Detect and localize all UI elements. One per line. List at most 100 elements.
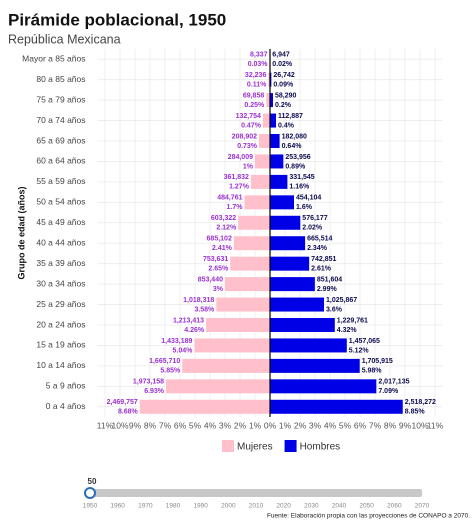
value-label: 2.61% <box>311 266 332 273</box>
bar <box>270 236 306 251</box>
y-tick-label: 20 a 24 años <box>36 319 85 329</box>
y-tick-label: 50 a 54 años <box>36 197 85 207</box>
x-tick-label: 1% <box>249 420 262 430</box>
value-label: 2.02% <box>302 225 323 232</box>
value-label: 5.12% <box>349 347 370 354</box>
population-label: 6,947 <box>272 52 290 59</box>
x-tick-label: 9% <box>129 420 142 430</box>
x-tick-label: 2% <box>234 420 247 430</box>
x-tick-label: 8% <box>384 420 397 430</box>
x-tick-label: 1% <box>279 420 292 430</box>
bar <box>166 379 270 394</box>
value-label: 0.47% <box>241 122 262 129</box>
y-tick-label: Mayor a 85 años <box>22 53 85 63</box>
population-label: 1,457,065 <box>349 338 380 345</box>
y-tick-label: 75 a 79 años <box>36 94 85 104</box>
bar <box>225 277 270 292</box>
population-label: 26,742 <box>273 72 295 79</box>
population-label: 132,754 <box>236 113 261 120</box>
bar <box>270 256 310 271</box>
bar <box>270 399 403 414</box>
population-label: 851,604 <box>317 276 342 283</box>
bar <box>270 277 315 292</box>
y-tick-label: 0 a 4 años <box>46 401 86 411</box>
bar <box>270 93 273 108</box>
population-label: 2,469,757 <box>107 399 138 406</box>
x-tick-label: 3% <box>219 420 232 430</box>
slider-tick-label: 2060 <box>387 503 402 510</box>
bar <box>238 215 270 230</box>
slider-knob[interactable] <box>84 487 96 499</box>
value-label: 2.65% <box>208 266 229 273</box>
legend-label: Mujeres <box>237 442 273 453</box>
value-label: 4.32% <box>337 327 358 334</box>
slider-tick-label: 1990 <box>193 503 208 510</box>
y-tick-label: 80 a 85 años <box>36 74 85 84</box>
chart-subtitle: República Mexicana <box>8 32 121 46</box>
population-label: 1,433,189 <box>161 338 192 345</box>
bar <box>262 113 270 128</box>
population-label: 112,887 <box>278 113 303 120</box>
bar <box>250 174 270 189</box>
slider-tick-label: 1980 <box>166 503 181 510</box>
y-tick-label: 60 a 64 años <box>36 156 85 166</box>
value-label: 0.03% <box>248 61 269 68</box>
legend-swatch <box>284 440 297 452</box>
population-label: 1,229,761 <box>337 317 368 324</box>
value-label: 7.09% <box>378 388 399 395</box>
population-label: 1,213,413 <box>173 317 204 324</box>
x-tick-label: 4% <box>204 420 217 430</box>
x-tick-label: 5% <box>189 420 202 430</box>
population-label: 685,102 <box>207 236 232 243</box>
bar <box>139 399 270 414</box>
x-tick-label: 2% <box>294 420 307 430</box>
value-label: 2.99% <box>317 286 338 293</box>
population-label: 331,545 <box>289 174 314 181</box>
population-label: 576,177 <box>302 215 327 222</box>
y-tick-label: 35 a 39 años <box>36 258 85 268</box>
bar <box>270 379 377 394</box>
slider-tick-label: 1970 <box>138 503 153 510</box>
bar <box>268 72 270 87</box>
bar <box>255 154 270 169</box>
value-label: 2.41% <box>212 245 233 252</box>
value-label: 8.68% <box>118 409 139 416</box>
population-label: 69,858 <box>243 92 265 99</box>
bar <box>216 297 270 312</box>
legend-label: Hombres <box>300 442 341 453</box>
slider-tick-label: 2010 <box>249 503 264 510</box>
population-label: 58,290 <box>275 92 297 99</box>
bar <box>270 338 347 353</box>
population-label: 454,104 <box>296 195 321 202</box>
x-tick-label: 11% <box>97 420 114 430</box>
value-label: 1.27% <box>229 184 250 191</box>
y-tick-label: 45 a 49 años <box>36 217 85 227</box>
x-tick-label: 6% <box>354 420 367 430</box>
slider-tick-label: 1950 <box>83 503 98 510</box>
x-tick-label: 8% <box>144 420 157 430</box>
x-tick-label: 10% <box>111 420 128 430</box>
value-label: 1.6% <box>296 204 313 211</box>
population-label: 361,832 <box>224 174 249 181</box>
slider-tick-label: 2000 <box>221 503 236 510</box>
y-tick-label: 5 a 9 años <box>46 381 86 391</box>
bar <box>270 318 335 332</box>
slider-tick-label: 1960 <box>110 503 125 510</box>
value-label: 6.93% <box>144 388 165 395</box>
y-tick-label: 40 a 44 años <box>36 237 85 247</box>
y-tick-label: 15 a 19 años <box>36 340 85 350</box>
slider-tick-label: 2070 <box>415 503 430 510</box>
value-label: 0.09% <box>273 82 294 89</box>
y-tick-label: 10 a 14 años <box>36 360 85 370</box>
population-label: 1,973,158 <box>133 379 164 386</box>
x-tick-label: 6% <box>174 420 187 430</box>
value-label: 0.02% <box>272 61 293 68</box>
value-label: 1.16% <box>289 184 310 191</box>
slider-tick-label: 2050 <box>359 503 374 510</box>
bar <box>194 338 270 353</box>
slider-track <box>90 489 422 497</box>
population-label: 484,761 <box>217 195 242 202</box>
bar <box>182 358 270 373</box>
x-tick-label: 10% <box>411 420 428 430</box>
value-label: 0.73% <box>237 143 258 150</box>
